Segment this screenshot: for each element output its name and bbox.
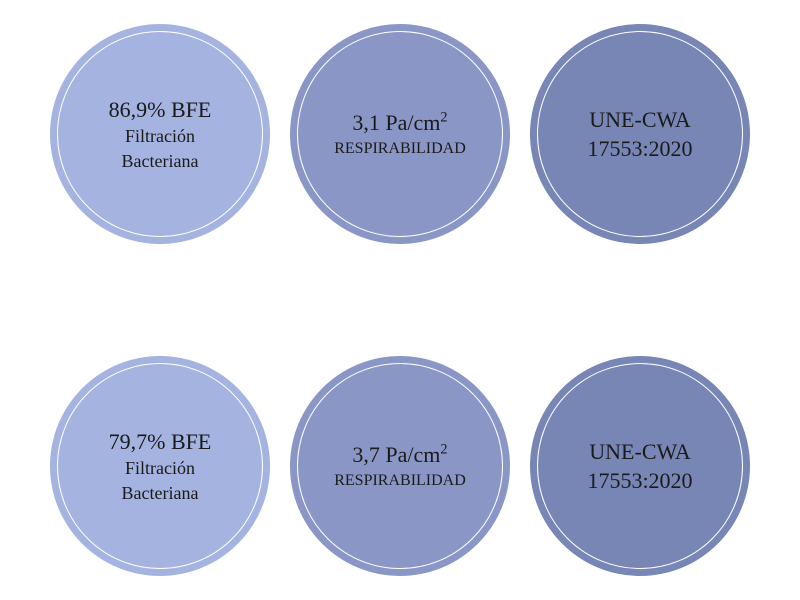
circle-label-2: Bacteriana — [122, 482, 199, 505]
circle-label-2: Bacteriana — [122, 150, 199, 173]
circle-respirability-2: 3,7 Pa/cm2 RESPIRABILIDAD — [290, 356, 510, 576]
circle-bfe-2: 79,7% BFE Filtración Bacteriana — [50, 356, 270, 576]
circle-label-1: 17553:2020 — [587, 467, 692, 495]
circle-label-1: RESPIRABILIDAD — [334, 471, 466, 491]
row-2: 79,7% BFE Filtración Bacteriana 3,7 Pa/c… — [50, 356, 750, 576]
circle-value: UNE-CWA — [589, 438, 690, 466]
circle-value: 86,9% BFE — [109, 96, 212, 124]
circle-label-1: RESPIRABILIDAD — [334, 139, 466, 159]
value-sup: 2 — [440, 442, 447, 458]
circle-value: 3,7 Pa/cm2 — [352, 441, 447, 469]
value-prefix: 3,1 Pa/cm — [352, 110, 440, 135]
circle-label-1: Filtración — [125, 125, 195, 148]
circle-value: UNE-CWA — [589, 106, 690, 134]
circle-value: 79,7% BFE — [109, 428, 212, 456]
circle-bfe-1: 86,9% BFE Filtración Bacteriana — [50, 24, 270, 244]
value-prefix: 3,7 Pa/cm — [352, 442, 440, 467]
infographic-grid: 86,9% BFE Filtración Bacteriana 3,1 Pa/c… — [0, 0, 800, 600]
circle-label-1: 17553:2020 — [587, 135, 692, 163]
circle-value: 3,1 Pa/cm2 — [352, 109, 447, 137]
circle-standard-2: UNE-CWA 17553:2020 — [530, 356, 750, 576]
value-sup: 2 — [440, 110, 447, 126]
circle-label-1: Filtración — [125, 457, 195, 480]
row-1: 86,9% BFE Filtración Bacteriana 3,1 Pa/c… — [50, 24, 750, 244]
circle-respirability-1: 3,1 Pa/cm2 RESPIRABILIDAD — [290, 24, 510, 244]
circle-standard-1: UNE-CWA 17553:2020 — [530, 24, 750, 244]
